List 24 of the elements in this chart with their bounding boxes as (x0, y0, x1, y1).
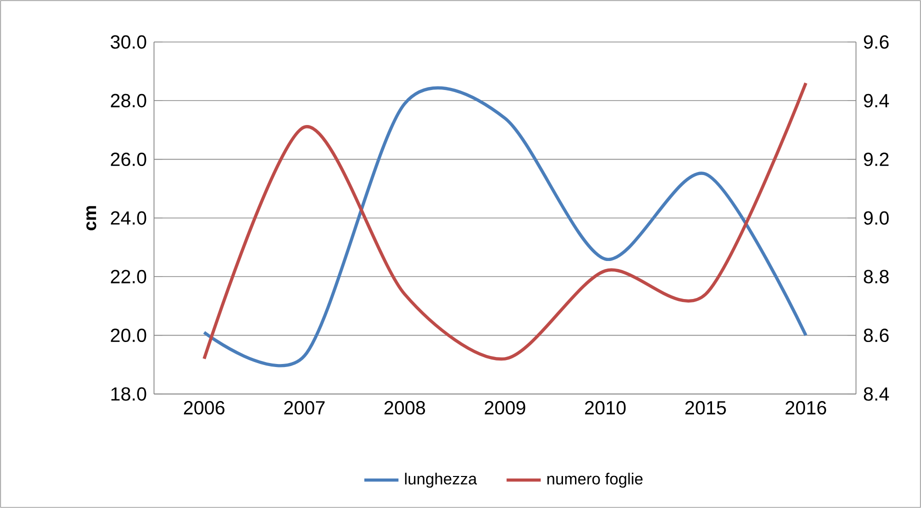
legend-label: lunghezza (405, 472, 477, 488)
x-tick-label: 2009 (484, 401, 526, 415)
y2-tick-label: 9.6 (864, 35, 889, 49)
x-tick-label: 2008 (384, 401, 426, 415)
x-tick-label: 2016 (786, 401, 826, 415)
y-tick-label: 26.0 (110, 152, 146, 166)
x-tick-label: 2015 (685, 401, 726, 415)
y2-tick-label: 8.8 (864, 270, 889, 284)
y2-tick-label: 8.6 (864, 328, 889, 342)
y2-tick-label: 9.2 (864, 152, 889, 166)
y-tick-label: 24.0 (110, 211, 146, 225)
y2-tick-label: 9.4 (864, 94, 889, 108)
y-axis-title: cm (86, 206, 96, 230)
x-tick-label: 2010 (585, 401, 626, 415)
y-tick-label: 28.0 (110, 94, 146, 108)
y-tick-label: 30.0 (110, 35, 146, 49)
y2-tick-label: 9.0 (864, 211, 889, 225)
legend-label: numero foglie (547, 472, 643, 488)
y-tick-label: 18.0 (111, 387, 146, 401)
x-tick-label: 2007 (284, 401, 325, 415)
y2-tick-label: 8.4 (864, 387, 889, 401)
y-tick-label: 22.0 (110, 270, 146, 284)
y-tick-label: 20.0 (110, 328, 146, 342)
x-tick-label: 2006 (184, 401, 224, 415)
